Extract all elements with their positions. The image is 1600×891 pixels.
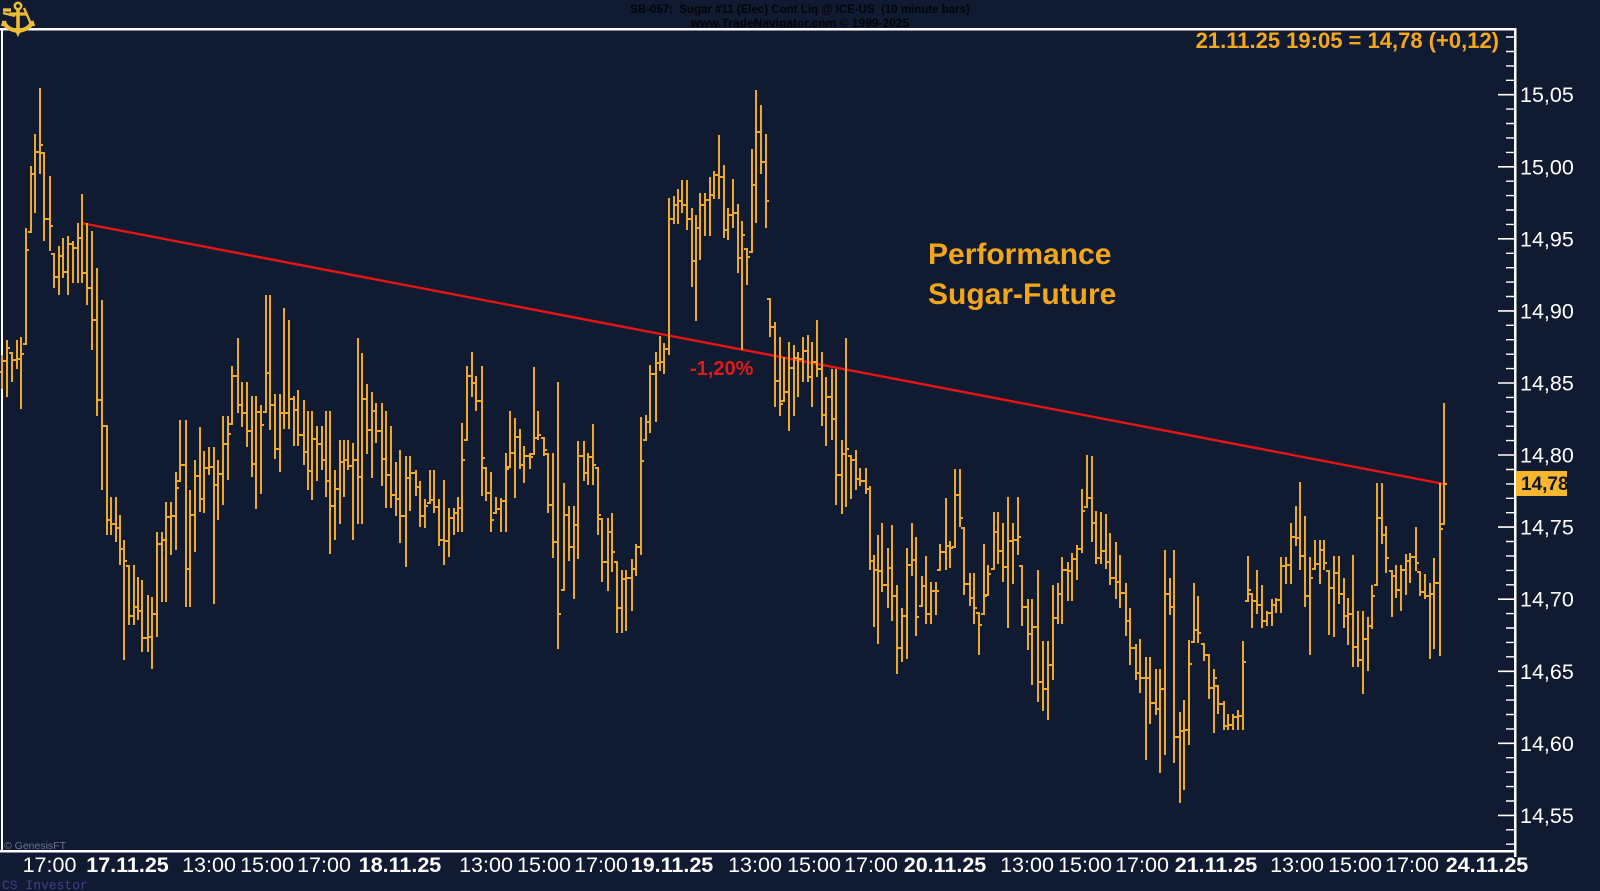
svg-text:14,65: 14,65 [1520,660,1574,684]
svg-text:21.11.25: 21.11.25 [1175,853,1258,877]
svg-text:19.11.25: 19.11.25 [631,853,714,877]
svg-text:SB-057: Sugar #11 (Elec) Cont: SB-057: Sugar #11 (Elec) Cont Liq @ ICE-… [630,4,970,16]
svg-text:© GenesisFT: © GenesisFT [4,840,67,852]
svg-text:13:00: 13:00 [1000,853,1054,877]
svg-text:14,75: 14,75 [1520,516,1574,540]
svg-text:17:00: 17:00 [1385,853,1439,877]
svg-text:www.TradeNavigator.com © 1999-: www.TradeNavigator.com © 1999-2025 [690,16,910,30]
svg-text:15,00: 15,00 [1520,155,1574,179]
svg-text:20.11.25: 20.11.25 [904,853,987,877]
svg-text:14,55: 14,55 [1520,804,1574,828]
svg-text:-1,20%: -1,20% [690,358,754,380]
svg-text:17.11.25: 17.11.25 [86,853,169,877]
svg-text:14,70: 14,70 [1520,588,1574,612]
svg-text:14,60: 14,60 [1520,732,1574,756]
svg-text:15:00: 15:00 [1328,853,1382,877]
svg-text:18.11.25: 18.11.25 [359,853,442,877]
svg-text:24.11.25: 24.11.25 [1446,853,1529,877]
svg-text:13:00: 13:00 [1270,853,1324,877]
svg-text:14,90: 14,90 [1520,299,1574,323]
svg-text:15:00: 15:00 [787,853,841,877]
svg-text:17:00: 17:00 [1115,853,1169,877]
svg-text:17:00: 17:00 [297,853,351,877]
svg-text:13:00: 13:00 [728,853,782,877]
svg-text:14,95: 14,95 [1520,227,1574,251]
svg-text:13:00: 13:00 [182,853,236,877]
svg-text:Performance: Performance [928,238,1111,271]
svg-text:13:00: 13:00 [459,853,513,877]
svg-text:14,80: 14,80 [1520,444,1574,468]
svg-text:15:00: 15:00 [1058,853,1112,877]
svg-text:17:00: 17:00 [23,853,77,877]
svg-text:17:00: 17:00 [574,853,628,877]
svg-text:21.11.25 19:05 = 14,78 (+0,12): 21.11.25 19:05 = 14,78 (+0,12) [1196,28,1499,53]
svg-text:CS Investor: CS Investor [2,878,88,891]
svg-text:15,05: 15,05 [1520,83,1574,107]
svg-text:14,85: 14,85 [1520,372,1574,396]
svg-text:15:00: 15:00 [240,853,294,877]
svg-text:Sugar-Future: Sugar-Future [928,278,1116,311]
svg-text:17:00: 17:00 [844,853,898,877]
svg-text:15:00: 15:00 [517,853,571,877]
svg-text:14,78: 14,78 [1521,474,1569,495]
